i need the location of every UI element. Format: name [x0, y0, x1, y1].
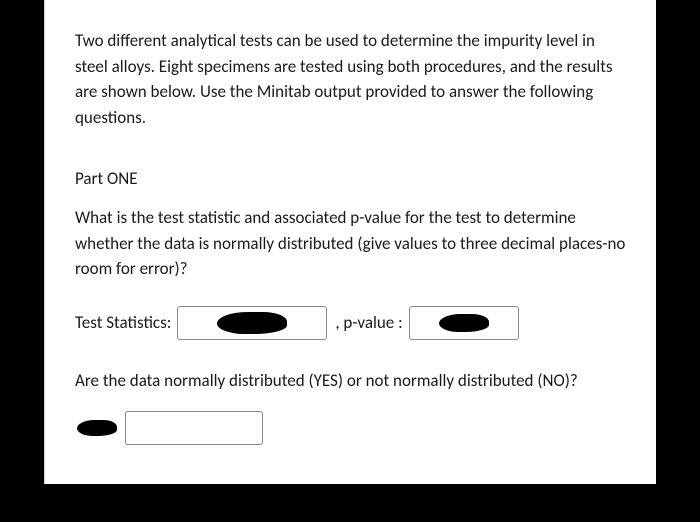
followup-question: Are the data normally distributed (YES) … — [75, 368, 626, 394]
answer-row — [75, 411, 626, 445]
redaction-scribble — [77, 420, 117, 436]
redaction-scribble — [439, 314, 489, 332]
p-value-input[interactable] — [409, 306, 519, 340]
part-title: Part ONE — [75, 168, 626, 189]
p-value-label: , p-value : — [335, 312, 402, 333]
question-paragraph: What is the test statistic and associate… — [75, 205, 626, 282]
question-page: Two different analytical tests can be us… — [44, 0, 656, 484]
yes-no-input[interactable] — [125, 411, 263, 445]
stat-input-row: Test Statistics: , p-value : — [75, 306, 626, 340]
intro-paragraph: Two different analytical tests can be us… — [75, 28, 626, 130]
redaction-scribble — [217, 312, 287, 334]
test-statistics-label: Test Statistics: — [75, 312, 171, 333]
test-statistics-input[interactable] — [177, 306, 327, 340]
